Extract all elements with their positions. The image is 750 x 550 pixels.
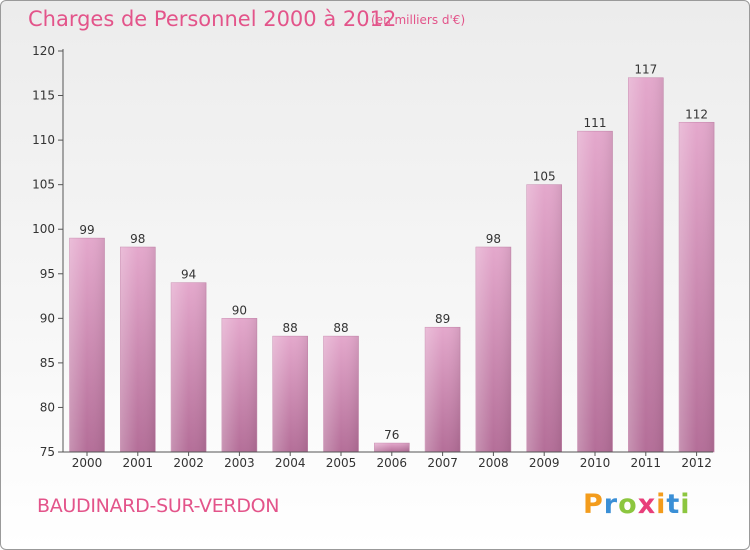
x-tick-label: 2001: [123, 456, 154, 470]
y-tick-label: 115: [32, 89, 55, 103]
bar-value-label: 76: [384, 428, 399, 442]
y-axis: 75 80 85 90 95 100 105 110 115 120: [32, 44, 64, 459]
bar-value-label: 98: [130, 232, 145, 246]
x-tick-label: 2000: [72, 456, 103, 470]
y-tick-label: 75: [40, 445, 55, 459]
x-tick-label: 2005: [326, 456, 357, 470]
y-tick-label: 110: [32, 133, 55, 147]
x-tick-label: 2008: [478, 456, 509, 470]
y-tick-label: 85: [40, 356, 55, 370]
bars: 99 98 94 90 88 88 76 89 98 105 111 117 112: [69, 63, 715, 453]
x-tick-label: 2002: [173, 456, 204, 470]
bar-shade: [221, 318, 257, 452]
bar-value-label: 112: [685, 107, 708, 121]
brand-letter: i: [680, 489, 691, 520]
y-tick-label: 80: [40, 400, 55, 414]
brand-letter: i: [656, 489, 667, 520]
x-tick-label: 2007: [427, 456, 458, 470]
x-tick-label: 2003: [224, 456, 255, 470]
bar-shade: [475, 247, 511, 452]
bar-value-label: 88: [333, 321, 348, 335]
bar-value-label: 99: [79, 223, 94, 237]
x-tick-label: 2010: [580, 456, 611, 470]
bar-shade: [526, 184, 562, 452]
bar-shade: [374, 443, 410, 452]
brand-letter: r: [603, 489, 619, 520]
commune-name: BAUDINARD-SUR-VERDON: [37, 495, 280, 517]
proxiti-logo: Proxiti: [583, 489, 691, 520]
brand-letter: o: [618, 489, 638, 520]
bar-value-label: 88: [283, 321, 298, 335]
chart-title: Charges de Personnel 2000 à 2012: [28, 7, 397, 31]
chart-subtitle: (en milliers d'€): [371, 13, 466, 27]
bar-shade: [679, 122, 715, 453]
x-tick-label: 2009: [529, 456, 560, 470]
brand-letter: x: [637, 489, 657, 520]
bar-value-label: 90: [232, 303, 247, 317]
x-axis: 2000 2001 2002 2003 2004 2005 2006 2007 2008 2009…: [63, 451, 713, 470]
y-tick-label: 105: [32, 178, 55, 192]
bar-value-label: 89: [435, 312, 450, 326]
y-tick-label: 95: [40, 267, 55, 281]
bar-value-label: 117: [634, 63, 657, 77]
x-tick-label: 2006: [377, 456, 408, 470]
bar-shade: [425, 327, 461, 452]
brand-letter: t: [666, 489, 681, 520]
y-tick-label: 100: [32, 222, 55, 236]
bar-shade: [272, 336, 308, 452]
bar-value-label: 111: [584, 116, 607, 130]
bar-shade: [628, 77, 664, 452]
bar-shade: [171, 282, 207, 452]
bar-shade: [323, 336, 359, 452]
bar-shade: [69, 238, 105, 452]
x-tick-label: 2011: [631, 456, 662, 470]
bar-value-label: 105: [533, 170, 556, 184]
bar-shade: [577, 131, 613, 452]
y-tick-label: 120: [32, 44, 55, 58]
y-tick-label: 90: [40, 311, 55, 325]
bar-value-label: 94: [181, 268, 196, 282]
bar-value-label: 98: [486, 232, 501, 246]
x-tick-label: 2012: [681, 456, 712, 470]
brand-letter: P: [583, 489, 604, 520]
bar-shade: [120, 247, 156, 452]
x-tick-label: 2004: [275, 456, 306, 470]
